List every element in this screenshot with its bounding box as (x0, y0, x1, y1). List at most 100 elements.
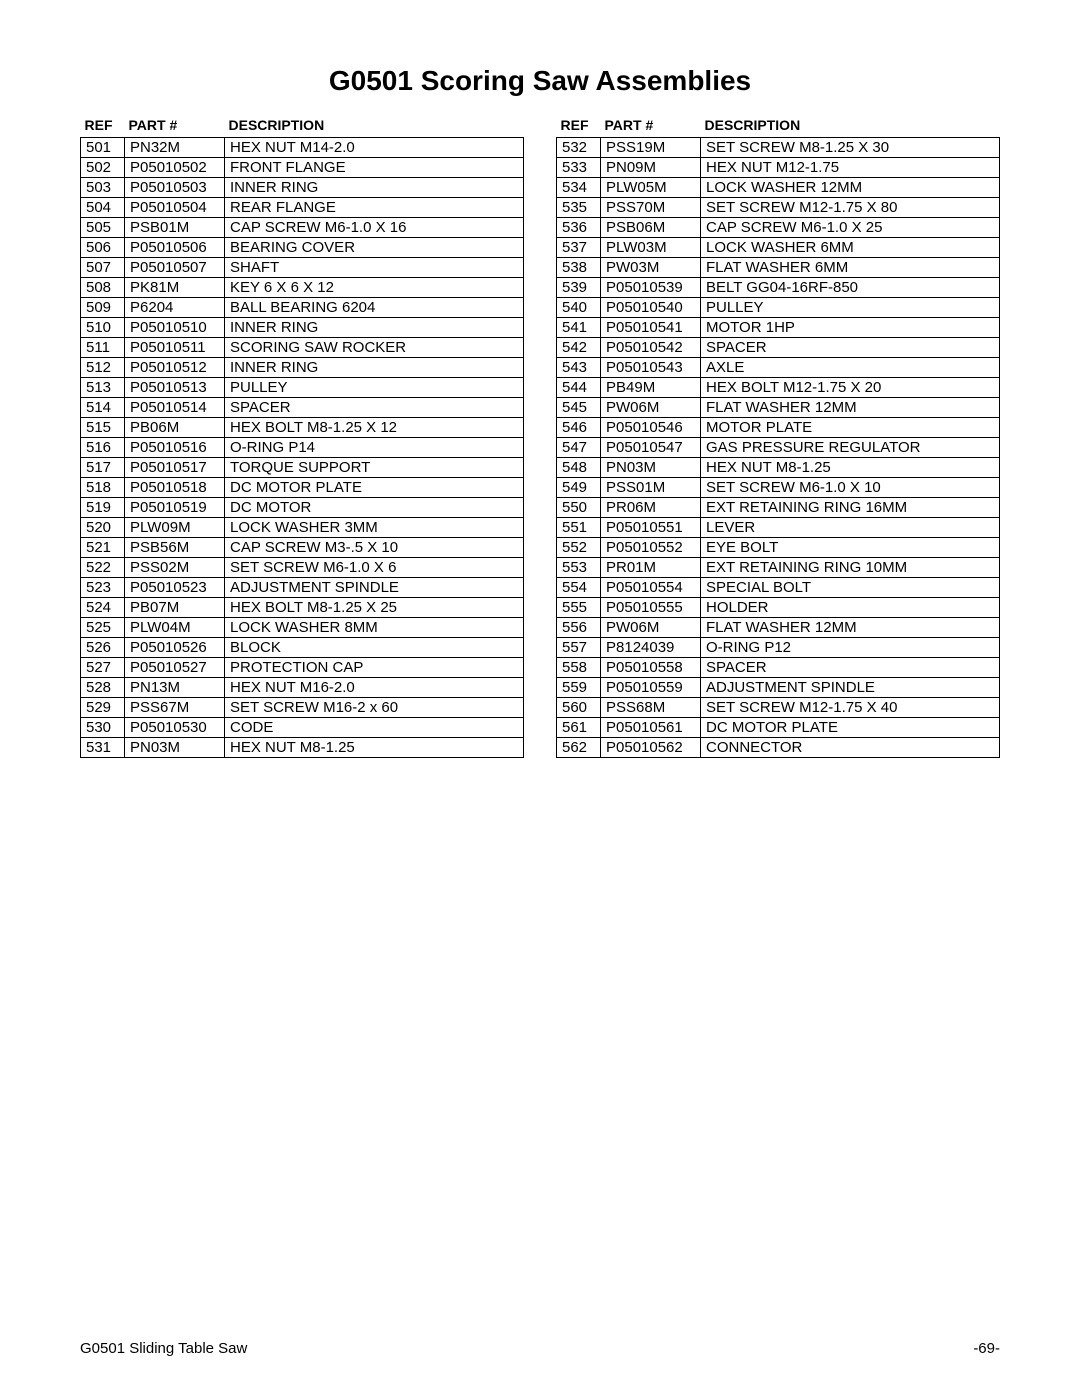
cell-ref: 555 (557, 598, 601, 618)
cell-ref: 535 (557, 198, 601, 218)
table-row: 562P05010562CONNECTOR (557, 738, 1000, 758)
cell-part: P05010530 (125, 718, 225, 738)
table-row: 506P05010506BEARING COVER (81, 238, 524, 258)
table-row: 509P6204BALL BEARING 6204 (81, 298, 524, 318)
cell-part: PN32M (125, 138, 225, 158)
cell-ref: 528 (81, 678, 125, 698)
cell-desc: SPECIAL BOLT (701, 578, 1000, 598)
cell-desc: LEVER (701, 518, 1000, 538)
cell-desc: EXT RETAINING RING 16MM (701, 498, 1000, 518)
table-row: 519P05010519DC MOTOR (81, 498, 524, 518)
cell-part: PLW04M (125, 618, 225, 638)
table-row: 558P05010558SPACER (557, 658, 1000, 678)
cell-part: P05010552 (601, 538, 701, 558)
cell-part: PLW03M (601, 238, 701, 258)
cell-desc: CODE (225, 718, 524, 738)
cell-desc: SCORING SAW ROCKER (225, 338, 524, 358)
cell-part: PN13M (125, 678, 225, 698)
header-ref: REF (557, 115, 601, 138)
table-row: 516P05010516O-RING P14 (81, 438, 524, 458)
cell-ref: 507 (81, 258, 125, 278)
cell-part: P05010546 (601, 418, 701, 438)
cell-desc: PULLEY (225, 378, 524, 398)
cell-ref: 540 (557, 298, 601, 318)
cell-ref: 546 (557, 418, 601, 438)
table-row: 545PW06MFLAT WASHER 12MM (557, 398, 1000, 418)
header-desc: DESCRIPTION (225, 115, 524, 138)
cell-ref: 519 (81, 498, 125, 518)
cell-ref: 530 (81, 718, 125, 738)
cell-part: P6204 (125, 298, 225, 318)
cell-ref: 558 (557, 658, 601, 678)
table-row: 514P05010514SPACER (81, 398, 524, 418)
cell-desc: INNER RING (225, 318, 524, 338)
table-header-row: REF PART # DESCRIPTION (81, 115, 524, 138)
cell-desc: SET SCREW M16-2 x 60 (225, 698, 524, 718)
cell-desc: LOCK WASHER 6MM (701, 238, 1000, 258)
cell-part: P05010562 (601, 738, 701, 758)
table-row: 505PSB01MCAP SCREW M6-1.0 X 16 (81, 218, 524, 238)
cell-ref: 517 (81, 458, 125, 478)
cell-part: P05010523 (125, 578, 225, 598)
cell-ref: 504 (81, 198, 125, 218)
table-row: 507P05010507SHAFT (81, 258, 524, 278)
cell-ref: 539 (557, 278, 601, 298)
table-row: 560PSS68MSET SCREW M12-1.75 X 40 (557, 698, 1000, 718)
cell-part: PSS01M (601, 478, 701, 498)
left-table-column: REF PART # DESCRIPTION 501PN32MHEX NUT M… (80, 115, 524, 758)
table-row: 529PSS67MSET SCREW M16-2 x 60 (81, 698, 524, 718)
cell-desc: EYE BOLT (701, 538, 1000, 558)
cell-part: P05010527 (125, 658, 225, 678)
cell-ref: 542 (557, 338, 601, 358)
cell-ref: 560 (557, 698, 601, 718)
cell-part: P05010539 (601, 278, 701, 298)
cell-part: P05010543 (601, 358, 701, 378)
cell-part: PSB56M (125, 538, 225, 558)
table-row: 504P05010504REAR FLANGE (81, 198, 524, 218)
cell-ref: 534 (557, 178, 601, 198)
page-title: G0501 Scoring Saw Assemblies (80, 65, 1000, 97)
cell-ref: 525 (81, 618, 125, 638)
cell-part: PB07M (125, 598, 225, 618)
cell-ref: 514 (81, 398, 125, 418)
cell-desc: PULLEY (701, 298, 1000, 318)
table-row: 503P05010503INNER RING (81, 178, 524, 198)
cell-desc: CAP SCREW M6-1.0 X 25 (701, 218, 1000, 238)
cell-desc: SET SCREW M8-1.25 X 30 (701, 138, 1000, 158)
table-row: 510P05010510INNER RING (81, 318, 524, 338)
cell-ref: 545 (557, 398, 601, 418)
cell-ref: 516 (81, 438, 125, 458)
cell-part: P05010559 (601, 678, 701, 698)
cell-part: PSS68M (601, 698, 701, 718)
cell-ref: 520 (81, 518, 125, 538)
cell-part: PSS67M (125, 698, 225, 718)
cell-ref: 533 (557, 158, 601, 178)
table-row: 528PN13MHEX NUT M16-2.0 (81, 678, 524, 698)
cell-ref: 532 (557, 138, 601, 158)
table-row: 511P05010511SCORING SAW ROCKER (81, 338, 524, 358)
cell-part: PN03M (601, 458, 701, 478)
cell-part: PB49M (601, 378, 701, 398)
header-ref: REF (81, 115, 125, 138)
cell-ref: 524 (81, 598, 125, 618)
cell-desc: MOTOR 1HP (701, 318, 1000, 338)
page-footer: G0501 Sliding Table Saw -69- (80, 1340, 1000, 1357)
table-row: 524PB07MHEX BOLT M8-1.25 X 25 (81, 598, 524, 618)
cell-desc: INNER RING (225, 178, 524, 198)
cell-desc: AXLE (701, 358, 1000, 378)
cell-desc: SET SCREW M12-1.75 X 40 (701, 698, 1000, 718)
cell-ref: 537 (557, 238, 601, 258)
table-row: 535PSS70MSET SCREW M12-1.75 X 80 (557, 198, 1000, 218)
cell-part: P05010517 (125, 458, 225, 478)
cell-desc: BEARING COVER (225, 238, 524, 258)
cell-part: P05010512 (125, 358, 225, 378)
cell-desc: HEX NUT M12-1.75 (701, 158, 1000, 178)
cell-desc: FLAT WASHER 6MM (701, 258, 1000, 278)
cell-ref: 549 (557, 478, 601, 498)
cell-desc: HEX NUT M8-1.25 (701, 458, 1000, 478)
cell-ref: 505 (81, 218, 125, 238)
cell-desc: GAS PRESSURE REGULATOR (701, 438, 1000, 458)
cell-desc: DC MOTOR (225, 498, 524, 518)
cell-part: PSB01M (125, 218, 225, 238)
cell-ref: 538 (557, 258, 601, 278)
